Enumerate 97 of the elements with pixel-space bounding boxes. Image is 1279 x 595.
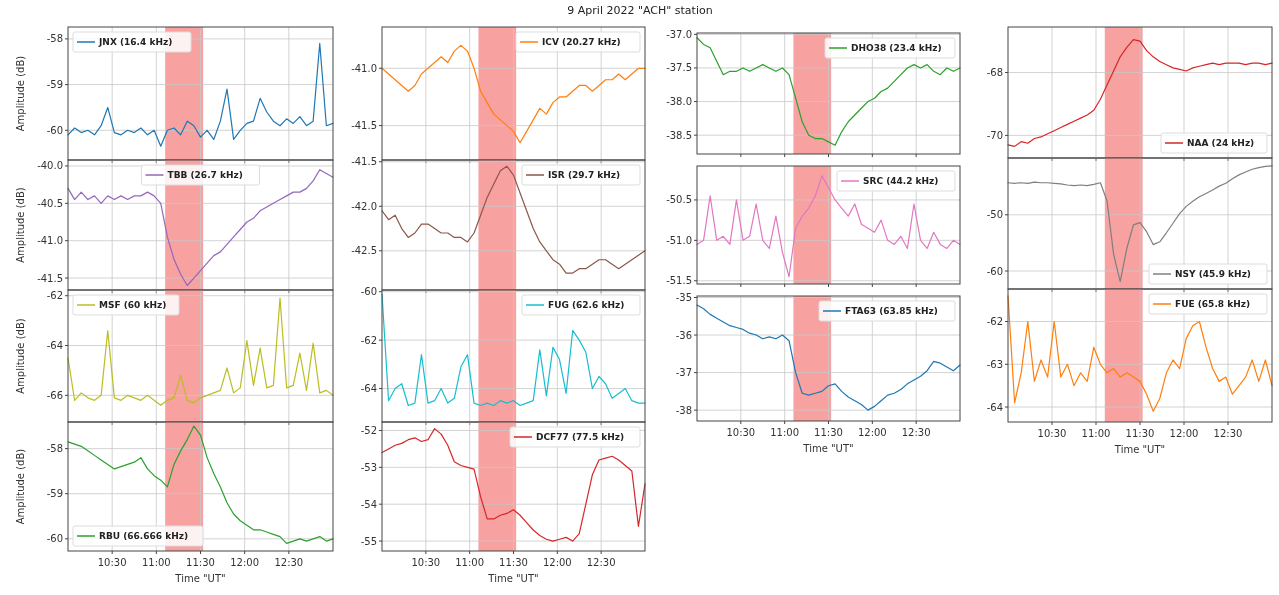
y-tick-label: -66	[46, 389, 63, 401]
y-tick-label: -36	[675, 329, 692, 341]
y-axis-title: Amplitude (dB)	[15, 318, 26, 394]
y-tick-label: -42.5	[351, 245, 377, 257]
x-axis-title: Time "UT"	[174, 573, 226, 584]
line-series	[381, 44, 646, 144]
y-tick-label: -64	[46, 340, 63, 352]
legend-label: ISR (29.7 kHz)	[548, 170, 621, 181]
y-axis-title: Amplitude (dB)	[15, 187, 26, 263]
y-tick-label: -41.5	[351, 156, 377, 168]
legend-label: DCF77 (77.5 kHz)	[536, 432, 625, 443]
y-tick-label: -60	[46, 533, 63, 545]
y-tick-label: -64	[360, 383, 377, 395]
x-tick-label: 12:30	[274, 557, 304, 568]
line-series	[67, 425, 334, 544]
y-tick-label: -59	[46, 488, 63, 500]
legend-label: NSY (45.9 kHz)	[1175, 269, 1251, 280]
x-axis-title: Time "UT"	[1113, 444, 1166, 455]
x-tick-label: 10:30	[1037, 428, 1067, 439]
x-tick-label: 12:00	[857, 427, 887, 438]
y-axis-title: Amplitude (dB)	[15, 448, 26, 525]
y-tick-label: -40.5	[37, 197, 63, 209]
y-tick-label: -37.0	[666, 28, 692, 40]
legend-label: FUE (65.8 kHz)	[1175, 299, 1251, 310]
y-tick-label: -41.0	[37, 235, 63, 247]
x-tick-label: 11:00	[770, 427, 800, 438]
y-tick-label: -53	[360, 461, 377, 473]
x-tick-label: 11:00	[1081, 428, 1111, 439]
y-tick-label: -38	[675, 404, 692, 416]
x-tick-label: 12:00	[230, 557, 260, 568]
chart-title: 9 April 2022 "ACH" station	[567, 4, 713, 17]
x-tick-label: 10:30	[726, 427, 756, 438]
legend-label: FUG (62.6 kHz)	[548, 300, 625, 311]
y-axis-title: Amplitude (dB)	[15, 55, 26, 132]
y-tick-label: -52	[360, 424, 377, 436]
legend-label: DHO38 (23.4 kHz)	[851, 43, 942, 54]
y-tick-label: -51.5	[666, 275, 692, 287]
legend-label: TBB (26.7 kHz)	[167, 170, 243, 181]
y-tick-label: -60	[46, 124, 63, 136]
y-tick-label: -40.0	[37, 160, 63, 172]
legend-label: ICV (20.27 kHz)	[542, 37, 621, 48]
x-tick-label: 11:00	[141, 557, 171, 568]
y-tick-label: -41.0	[351, 62, 377, 74]
x-tick-label: 12:30	[1213, 428, 1243, 439]
y-tick-label: -58	[46, 33, 63, 45]
line-series	[1007, 165, 1273, 283]
x-tick-label: 12:00	[542, 557, 572, 568]
legend-label: RBU (66.666 kHz)	[99, 531, 189, 542]
y-tick-label: -50	[986, 209, 1003, 221]
line-series	[381, 165, 646, 274]
y-tick-label: -38.0	[666, 96, 692, 108]
y-tick-label: -70	[986, 129, 1003, 141]
line-series	[696, 37, 961, 146]
legend-label: NAA (24 kHz)	[1187, 138, 1255, 149]
y-tick-label: -64	[986, 401, 1003, 413]
y-tick-label: -37	[675, 367, 692, 379]
x-tick-label: 10:30	[97, 557, 127, 568]
x-tick-label: 11:30	[499, 557, 528, 568]
x-tick-label: 11:30	[186, 557, 215, 568]
y-tick-label: -55	[360, 535, 377, 547]
x-tick-label: 11:00	[455, 557, 485, 568]
y-tick-label: -62	[360, 334, 377, 346]
line-series	[67, 169, 334, 287]
line-series	[696, 304, 961, 411]
y-tick-label: -63	[986, 358, 1003, 370]
line-series	[1007, 38, 1273, 147]
y-tick-label: -51.0	[666, 234, 692, 246]
legend-label: JNX (16.4 kHz)	[98, 37, 173, 48]
y-tick-label: -37.5	[666, 62, 692, 74]
y-tick-label: -35	[675, 292, 692, 303]
line-series	[67, 297, 334, 406]
line-series	[381, 428, 646, 542]
y-tick-label: -54	[360, 498, 377, 510]
y-tick-label: -60	[986, 265, 1003, 277]
x-tick-label: 11:30	[1125, 428, 1155, 439]
y-tick-label: -42.0	[351, 200, 377, 212]
x-tick-label: 11:30	[814, 427, 843, 438]
y-tick-label: -58	[46, 443, 63, 455]
legend-label: FTA63 (63.85 kHz)	[845, 306, 938, 317]
y-tick-label: -59	[46, 79, 63, 91]
x-tick-label: 12:30	[901, 427, 931, 438]
y-tick-label: -50.5	[666, 194, 692, 206]
legend-label: MSF (60 kHz)	[99, 300, 167, 311]
x-tick-label: 10:30	[411, 557, 441, 568]
legend-label: SRC (44.2 kHz)	[863, 176, 939, 187]
x-tick-label: 12:00	[1169, 428, 1199, 439]
x-tick-label: 12:30	[586, 557, 616, 568]
y-tick-label: -41.5	[351, 120, 377, 132]
y-tick-label: -60	[360, 286, 377, 298]
y-tick-label: -38.5	[666, 129, 692, 141]
y-tick-label: -41.5	[37, 272, 63, 284]
x-axis-title: Time "UT"	[487, 573, 539, 584]
x-axis-title: Time "UT"	[802, 443, 854, 454]
y-tick-label: -62	[986, 316, 1003, 327]
line-series	[696, 175, 961, 278]
y-tick-label: -62	[46, 290, 63, 302]
y-tick-label: -68	[986, 67, 1003, 79]
